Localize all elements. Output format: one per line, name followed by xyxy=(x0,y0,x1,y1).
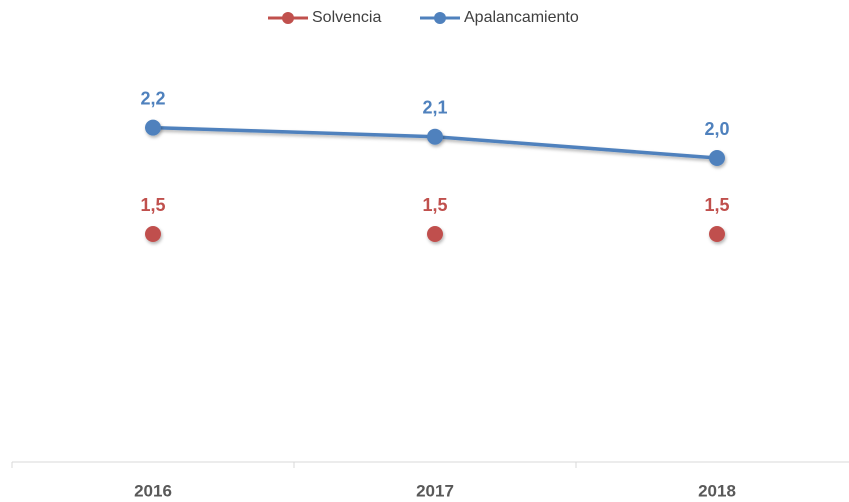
x-tick-label: 2016 xyxy=(134,481,172,500)
point xyxy=(427,226,443,242)
data-label: 2,1 xyxy=(422,97,447,117)
point xyxy=(145,119,161,136)
legend-label: Apalancamiento xyxy=(464,9,579,26)
x-tick-label: 2018 xyxy=(698,481,736,500)
data-label: 1,5 xyxy=(422,195,447,215)
legend-marker xyxy=(434,12,446,24)
point xyxy=(145,226,161,242)
data-label: 2,0 xyxy=(704,119,729,139)
point xyxy=(709,150,725,166)
data-label: 1,5 xyxy=(704,195,729,215)
point xyxy=(709,226,725,242)
point xyxy=(427,128,443,145)
x-tick-label: 2017 xyxy=(416,481,454,500)
data-label: 2,2 xyxy=(140,88,165,108)
data-label: 1,5 xyxy=(140,195,165,215)
legend-label: Solvencia xyxy=(312,9,381,26)
legend-marker xyxy=(282,12,294,24)
